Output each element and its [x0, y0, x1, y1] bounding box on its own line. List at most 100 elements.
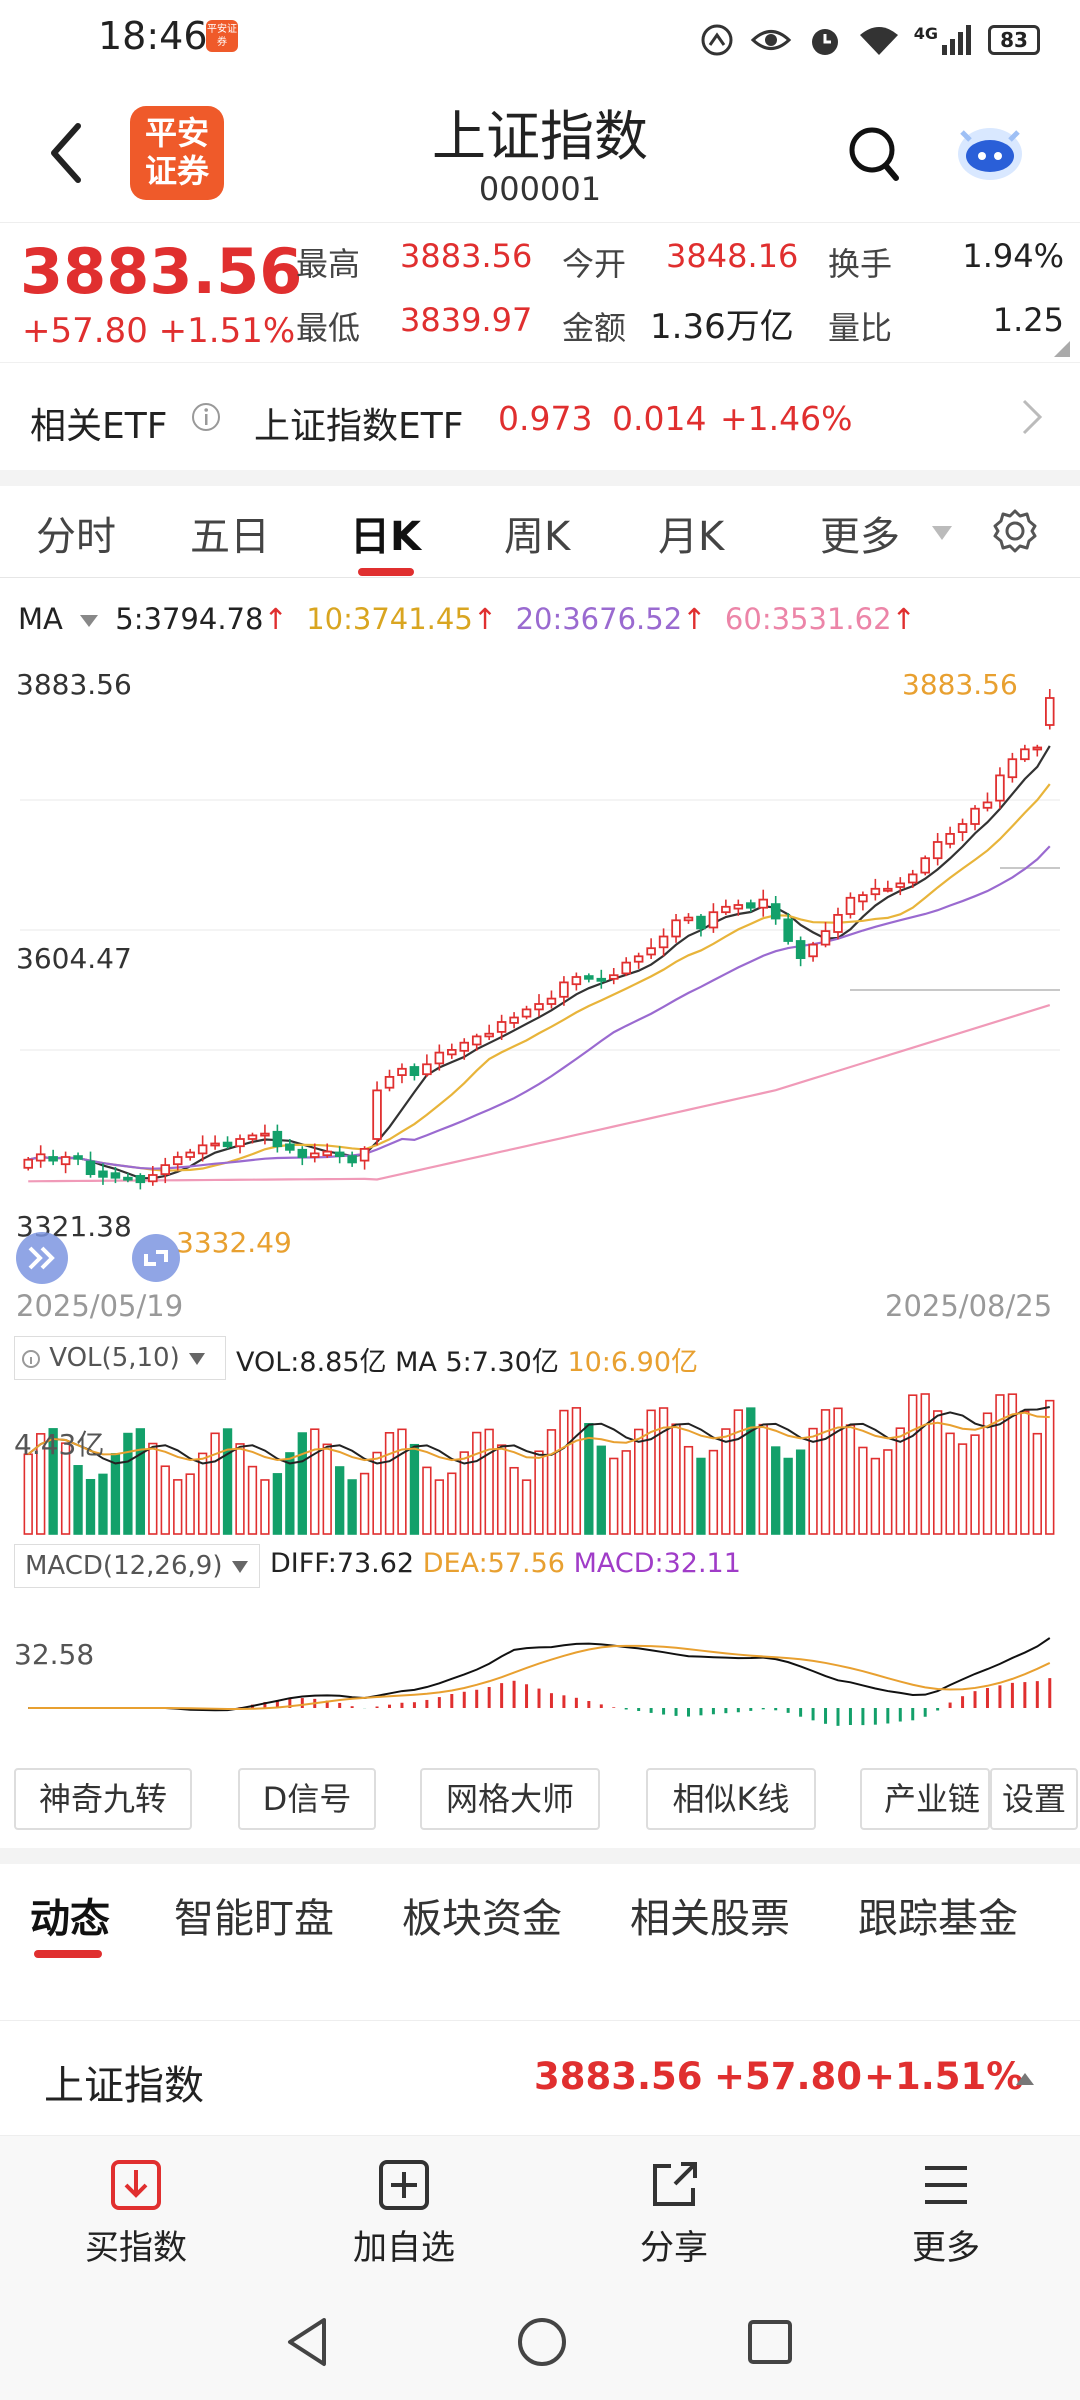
candle-body: [708, 911, 719, 929]
amount-value: 1.36万亿: [650, 307, 794, 347]
candle-body: [870, 887, 881, 896]
candle-body: [895, 882, 906, 888]
volume-bar: [584, 1423, 594, 1535]
signal-icon: [942, 25, 971, 55]
tab-more[interactable]: 更多: [820, 514, 900, 560]
volume-bar: [908, 1394, 918, 1535]
candle-body: [733, 904, 744, 910]
volume-bar: [235, 1443, 245, 1535]
volume-bar: [310, 1428, 320, 1535]
ma-dropdown-icon[interactable]: [78, 613, 100, 629]
candle-body: [484, 1032, 494, 1038]
collapse-up-icon[interactable]: [1014, 2071, 1036, 2087]
volume-bar: [995, 1394, 1005, 1535]
candle-body: [758, 898, 769, 909]
ma20-value: 20:3676.52: [515, 602, 683, 636]
candle-body: [60, 1156, 71, 1166]
volume-bar: [135, 1428, 146, 1535]
candle-body: [347, 1155, 357, 1164]
low-value: 3839.97: [400, 301, 533, 339]
tool-button-grid-master[interactable]: 网格大师: [420, 1768, 600, 1830]
volume-bar: [571, 1407, 582, 1535]
volume-bar: [546, 1429, 557, 1535]
settings-gear-icon[interactable]: [990, 506, 1040, 556]
tab-smart-watch[interactable]: 智能盯盘: [174, 1896, 334, 1942]
buy-index-button[interactable]: 买指数: [56, 2158, 216, 2269]
fullscreen-icon[interactable]: [132, 1234, 180, 1282]
macd-chart[interactable]: 32.58: [0, 1590, 1080, 1750]
tab-five-day[interactable]: 五日: [190, 514, 270, 560]
tab-intraday[interactable]: 分时: [36, 514, 116, 560]
volume-bar: [845, 1424, 856, 1535]
nav-back-icon[interactable]: [282, 2314, 332, 2370]
volume-bar: [783, 1457, 793, 1535]
macd-indicator-select[interactable]: MACD(12,26,9): [14, 1544, 260, 1588]
candle-body: [309, 1152, 320, 1158]
candle-body: [521, 1008, 532, 1018]
tab-monthly-k[interactable]: 月K: [658, 514, 725, 560]
candle-body: [907, 873, 918, 884]
candle-body: [110, 1172, 121, 1179]
share-button[interactable]: 分享: [594, 2158, 754, 2269]
tab-news[interactable]: 动态: [30, 1896, 110, 1942]
tab-tracking-funds[interactable]: 跟踪基金: [858, 1896, 1018, 1942]
tool-button-similar-k[interactable]: 相似K线: [646, 1768, 816, 1830]
menu-list-icon: [925, 2166, 967, 2204]
dropdown-triangle-icon[interactable]: [930, 524, 954, 542]
add-watchlist-button[interactable]: 加自选: [324, 2158, 484, 2269]
candle-body: [148, 1174, 158, 1183]
expand-corner-icon[interactable]: [1054, 341, 1070, 357]
tool-button-d-signal[interactable]: D信号: [238, 1768, 376, 1830]
section-divider: [0, 470, 1080, 486]
candlestick-chart[interactable]: 3883.56 3604.47 3321.38 3883.56 3332.49 …: [0, 650, 1080, 1330]
volume-bar: [484, 1428, 494, 1535]
ma-label[interactable]: MA: [18, 602, 63, 636]
tool-button-industry-chain[interactable]: 产业链: [860, 1768, 990, 1830]
volume-chart[interactable]: 4.43亿: [0, 1384, 1080, 1540]
nav-home-icon[interactable]: [514, 2314, 570, 2370]
volume-bar: [833, 1407, 843, 1535]
volume-bar: [957, 1443, 968, 1535]
candle-body: [135, 1175, 146, 1184]
max-marker: 3883.56: [902, 668, 1018, 701]
related-etf-row[interactable]: 相关ETF 上证指数ETF 0.973 0.014 +1.46%: [0, 362, 1080, 472]
ai-assistant-icon[interactable]: [950, 116, 1030, 186]
volume-bar: [671, 1423, 681, 1535]
tool-button-nine-turn[interactable]: 神奇九转: [14, 1768, 192, 1830]
dea-value: DEA:57.56: [422, 1548, 565, 1579]
volume-ma5: MA 5:7.30亿: [395, 1347, 559, 1378]
buy-icon: [111, 2160, 161, 2210]
volume-bar: [970, 1434, 980, 1535]
volume-ma10: 10:6.90亿: [567, 1347, 699, 1378]
volume-bar: [384, 1432, 395, 1535]
volume-bar: [883, 1449, 893, 1535]
volume-bar: [347, 1479, 357, 1535]
expand-left-icon[interactable]: [16, 1232, 68, 1284]
diff-line: [28, 1637, 1051, 1712]
tab-weekly-k[interactable]: 周K: [504, 514, 571, 560]
search-icon[interactable]: [846, 124, 902, 184]
tool-button-settings[interactable]: 设置: [990, 1768, 1078, 1830]
tab-daily-k[interactable]: 日K: [350, 514, 421, 560]
candle-body: [297, 1148, 308, 1158]
back-icon[interactable]: [42, 118, 90, 188]
tab-related-stocks[interactable]: 相关股票: [630, 1896, 790, 1942]
more-button[interactable]: 更多: [866, 2158, 1026, 2269]
nav-recents-icon[interactable]: [744, 2316, 796, 2368]
start-date: 2025/05/19: [16, 1289, 183, 1323]
candle-body: [384, 1075, 395, 1089]
info-icon[interactable]: [190, 401, 222, 433]
volume-bar: [870, 1457, 881, 1535]
index-summary-row[interactable]: 上证指数 3883.56 +57.80 +1.51%: [0, 2020, 1080, 2136]
chevron-right-icon[interactable]: [1020, 397, 1044, 437]
tab-sector-funds[interactable]: 板块资金: [402, 1896, 562, 1942]
candle-body: [883, 887, 893, 892]
volume-bar: [746, 1407, 756, 1535]
ma10-value: 10:3741.45: [306, 602, 473, 636]
volume-indicator-select[interactable]: VOL(5,10): [14, 1336, 226, 1380]
candle-body: [546, 997, 557, 1005]
etf-label: 相关ETF: [30, 406, 168, 447]
candle-body: [359, 1147, 370, 1162]
volume-bar: [1032, 1432, 1042, 1535]
volume-bar: [60, 1442, 71, 1535]
